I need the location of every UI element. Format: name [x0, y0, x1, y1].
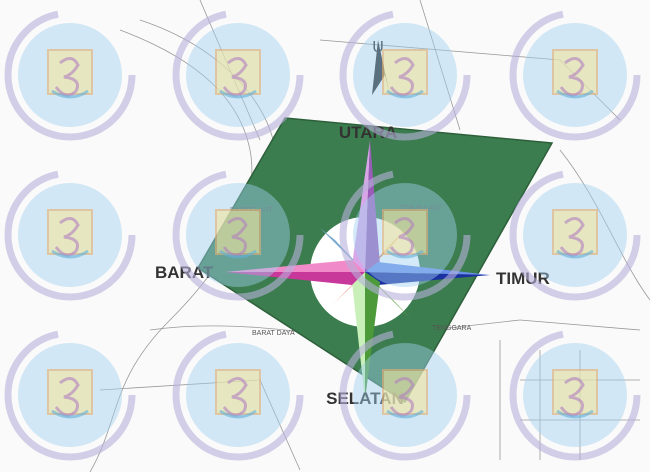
- watermark: [386, 249, 424, 259]
- watermark: [51, 249, 89, 259]
- watermark: [559, 217, 585, 257]
- watermark: [386, 89, 424, 99]
- map-label: TIMUR LAUT: [400, 205, 443, 212]
- watermark: [382, 209, 428, 255]
- watermark: [47, 209, 93, 255]
- watermark: [386, 409, 424, 419]
- watermark: [51, 89, 89, 99]
- watermark: [215, 49, 261, 95]
- watermark: [556, 89, 594, 99]
- watermark: [222, 217, 248, 257]
- watermark: [389, 57, 415, 97]
- watermark: [552, 369, 598, 415]
- watermark: [172, 9, 304, 141]
- watermark: [47, 369, 93, 415]
- watermark: [509, 329, 641, 461]
- watermark: [509, 9, 641, 141]
- watermark: [219, 249, 257, 259]
- watermarks: [4, 9, 641, 461]
- map-label: BARAT DAYA: [252, 330, 295, 337]
- watermark: [54, 57, 80, 97]
- watermark: [219, 409, 257, 419]
- watermark: [556, 409, 594, 419]
- watermark: [382, 369, 428, 415]
- watermark: [222, 377, 248, 417]
- watermark: [54, 377, 80, 417]
- watermark: [222, 57, 248, 97]
- watermark: [509, 169, 641, 301]
- watermark: [389, 217, 415, 257]
- watermark: [339, 329, 471, 461]
- watermark: [4, 169, 136, 301]
- north-arrow: [372, 40, 390, 95]
- watermark: [172, 169, 304, 301]
- watermark: [559, 377, 585, 417]
- watermark: [219, 89, 257, 99]
- watermark: [54, 217, 80, 257]
- map-label: TENGGARA: [432, 325, 472, 332]
- watermark: [4, 329, 136, 461]
- watermark: [389, 377, 415, 417]
- watermark: [47, 49, 93, 95]
- watermark: [552, 209, 598, 255]
- watermark: [382, 49, 428, 95]
- watermark: [172, 329, 304, 461]
- watermark: [339, 169, 471, 301]
- watermark: [552, 49, 598, 95]
- watermark: [51, 409, 89, 419]
- watermark: [339, 9, 471, 141]
- north-label: UTARA: [339, 123, 397, 142]
- watermark: [215, 369, 261, 415]
- watermark: [559, 57, 585, 97]
- watermark: [215, 209, 261, 255]
- north-marker: U: [372, 39, 384, 56]
- watermark: [556, 249, 594, 259]
- watermark: [4, 9, 136, 141]
